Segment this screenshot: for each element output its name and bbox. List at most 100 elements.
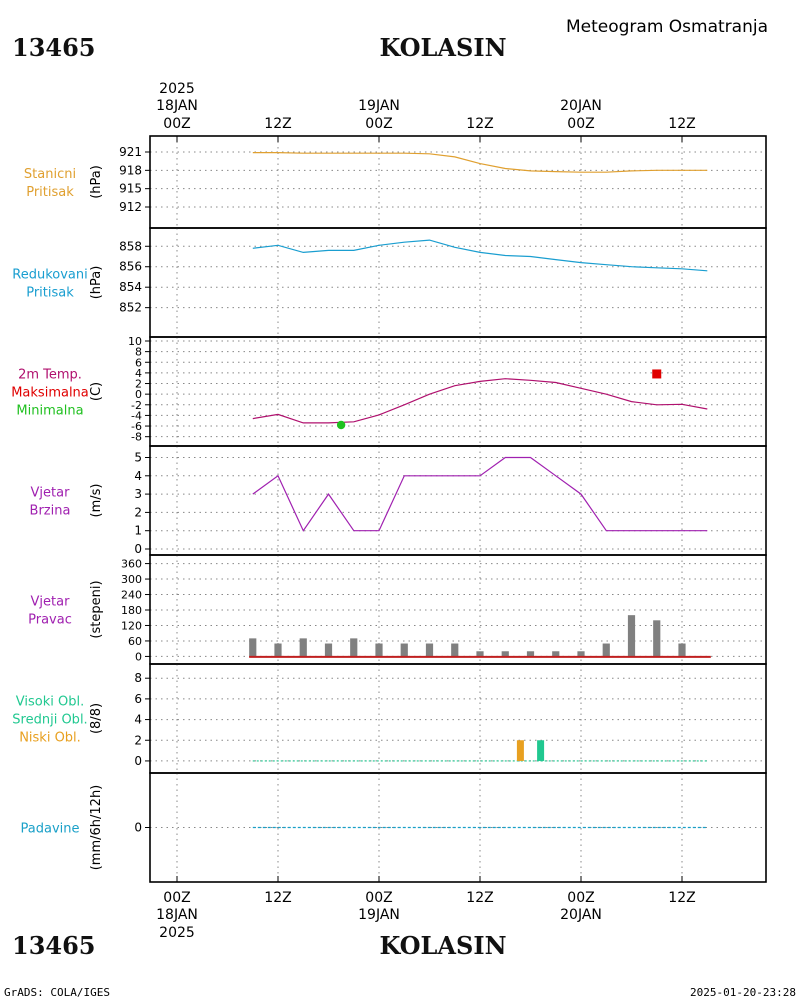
credit-label: GrADS: COLA/IGES	[4, 986, 110, 999]
hour-label-top-0: 00Z	[163, 116, 190, 132]
timestamp-label: 2025-01-20-23:28	[690, 986, 796, 999]
y-tick-label: 300	[121, 573, 142, 586]
y-tick-label: 5	[134, 450, 142, 464]
panels-group: 912 915 918 921 Stanicni Pritisak (hPa) 8 5 2 854 8…	[11, 135, 767, 883]
direction-bar	[653, 620, 661, 657]
direction-bar	[324, 643, 333, 657]
min-temp-marker	[336, 420, 346, 430]
panel-label: Stanicni	[24, 167, 76, 182]
max-temp-marker	[652, 369, 662, 379]
y-tick-label: -2	[131, 399, 142, 412]
y-tick-label: 10	[128, 335, 142, 348]
panel-frame	[149, 663, 767, 774]
hour-label-bottom-4: 00Z	[567, 890, 594, 906]
panel-frame	[149, 445, 767, 556]
hour-label-bottom-0: 00Z	[163, 890, 190, 906]
direction-bar	[602, 643, 610, 657]
series-line	[252, 378, 708, 424]
series-line	[252, 456, 708, 532]
y-tick-label: 6	[134, 692, 142, 706]
direction-bar	[476, 651, 484, 657]
hour-label-bottom-2: 00Z	[365, 890, 392, 906]
station-id-bottom: 13465	[12, 931, 96, 960]
y-tick-label: 0	[134, 821, 142, 835]
panel-label: Pritisak	[26, 185, 74, 200]
panel-padavine: 0 Padavine (mm/6h/12h)	[21, 772, 767, 883]
y-tick-label: 2	[134, 505, 142, 519]
y-axis-label: (8/8)	[89, 703, 104, 734]
y-tick-label: 912	[119, 200, 142, 214]
hour-label-top-3: 12Z	[466, 116, 493, 132]
y-axis-label: (hPa)	[89, 165, 104, 199]
direction-bar	[274, 643, 282, 657]
hour-label-top-5: 12Z	[668, 116, 695, 132]
panel-label: 2m Temp.	[18, 368, 82, 383]
panel-vjetar_pravac: 0 60 120 180 240 300 360 Vjetar Pravac (stepeni)	[28, 554, 767, 665]
panel-label: Visoki Obl.	[16, 695, 84, 710]
hour-label-top-1: 12Z	[264, 116, 291, 132]
direction-bar	[627, 615, 636, 657]
day-label-top-1: 19JAN	[358, 98, 400, 114]
panel-redukovani: 852 854 856 858 Redukovani Pritisak (hPa)	[12, 227, 767, 338]
y-tick-label: 918	[119, 163, 142, 177]
y-tick-label: 921	[119, 145, 142, 159]
station-name-bottom: KOLASIN	[379, 931, 506, 960]
y-tick-label: 0	[134, 754, 142, 768]
panel-label: Pravac	[28, 613, 72, 628]
hour-label-bottom-3: 12Z	[466, 890, 493, 906]
y-tick-label: 120	[121, 619, 142, 632]
direction-bar	[678, 643, 686, 657]
y-axis-label: (m/s)	[89, 484, 104, 518]
direction-bar	[350, 638, 358, 657]
direction-bar	[577, 651, 585, 657]
panel-stanicni: 912 915 918 921 Stanicni Pritisak (hPa)	[24, 135, 767, 229]
y-tick-label: 915	[119, 182, 142, 196]
panel-label: Redukovani	[12, 268, 87, 283]
y-tick-label: 858	[119, 239, 142, 253]
y-tick-label: 4	[134, 469, 142, 483]
direction-bar	[299, 638, 307, 657]
panel-label: Srednji Obl.	[12, 713, 87, 728]
day-label-top-2: 20JAN	[560, 98, 602, 114]
y-tick-label: -8	[131, 431, 142, 444]
panel-label: Niski Obl.	[19, 731, 81, 746]
panel-label: Vjetar	[31, 595, 71, 610]
y-tick-label: 240	[121, 589, 142, 602]
y-tick-label: 0	[134, 542, 142, 556]
direction-bar	[400, 643, 408, 657]
station-name-top: KOLASIN	[379, 33, 506, 62]
series-line	[252, 239, 708, 272]
y-tick-label: 856	[119, 260, 142, 274]
y-tick-label: 2	[134, 733, 142, 747]
direction-bar	[425, 643, 434, 657]
direction-bar	[501, 651, 509, 657]
direction-bar	[249, 638, 257, 657]
y-tick-label: 8	[135, 346, 142, 359]
y-axis-label: (mm/6h/12h)	[89, 785, 104, 871]
panel-vjetar_brzina: 0 1 2 3 4 5 Vjetar Brzina (m/s)	[30, 445, 767, 556]
direction-bar	[552, 651, 560, 657]
panel-label: Pritisak	[26, 286, 74, 301]
y-tick-label: 1	[134, 524, 142, 538]
day-label-top-0: 18JAN	[156, 98, 198, 114]
cloud-bar	[537, 740, 545, 761]
direction-bar	[451, 643, 459, 657]
year-label-bottom: 2025	[159, 925, 195, 941]
series-line	[252, 152, 708, 173]
y-tick-label: 3	[134, 487, 142, 501]
panel-label: Maksimalna	[11, 386, 89, 401]
day-label-bottom-1: 19JAN	[358, 907, 400, 923]
y-tick-label: 0	[135, 388, 142, 401]
y-tick-label: 854	[119, 280, 142, 294]
hour-label-bottom-1: 12Z	[264, 890, 291, 906]
cloud-bar	[516, 740, 524, 761]
y-tick-label: 360	[121, 558, 142, 571]
hour-label-top-4: 00Z	[567, 116, 594, 132]
panel-label: Padavine	[21, 822, 80, 837]
y-tick-label: 60	[128, 635, 142, 648]
y-axis-label: (C)	[89, 382, 104, 401]
y-tick-label: 8	[134, 671, 142, 685]
panel-label: Vjetar	[31, 486, 71, 501]
panel-frame	[149, 336, 767, 447]
y-tick-label: -4	[131, 409, 142, 422]
